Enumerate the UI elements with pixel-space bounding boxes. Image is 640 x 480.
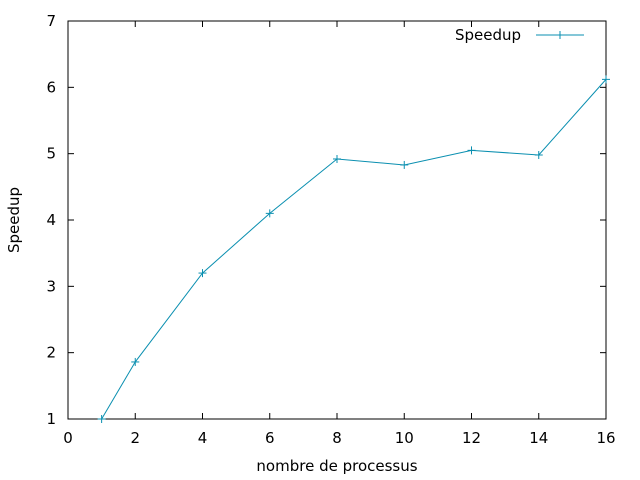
y-tick-label: 1 xyxy=(46,410,56,428)
x-tick-label: 0 xyxy=(63,429,73,447)
x-tick-label: 10 xyxy=(395,429,414,447)
y-tick-label: 4 xyxy=(46,211,56,229)
y-tick-label: 7 xyxy=(46,12,56,30)
x-tick-label: 6 xyxy=(265,429,275,447)
data-point xyxy=(131,357,140,366)
x-axis-label: nombre de processus xyxy=(256,457,417,475)
data-point xyxy=(198,269,207,278)
data-point xyxy=(467,146,476,155)
x-tick-label: 4 xyxy=(198,429,208,447)
data-point xyxy=(400,160,409,169)
y-axis-label: Speedup xyxy=(5,187,23,253)
data-point xyxy=(534,150,543,159)
y-tick-label: 2 xyxy=(46,344,56,362)
legend-label: Speedup xyxy=(455,26,521,44)
x-tick-label: 14 xyxy=(529,429,548,447)
data-point xyxy=(333,154,341,163)
y-tick-label: 5 xyxy=(46,145,56,163)
x-tick-label: 2 xyxy=(130,429,140,447)
data-point xyxy=(602,75,610,84)
legend: Speedup xyxy=(455,26,584,44)
series-layer xyxy=(97,75,610,423)
data-point xyxy=(97,415,106,423)
x-tick-label: 12 xyxy=(462,429,481,447)
y-tick-label: 3 xyxy=(46,277,56,295)
x-tick-label: 16 xyxy=(596,429,615,447)
legend-marker xyxy=(556,31,564,39)
data-point xyxy=(265,209,274,218)
y-tick-label: 6 xyxy=(46,78,56,96)
series-line-speedup xyxy=(101,79,607,420)
legend-point xyxy=(556,31,564,39)
axis-ticks xyxy=(67,20,607,420)
plot-frame xyxy=(67,20,607,420)
x-tick-label: 8 xyxy=(332,429,342,447)
